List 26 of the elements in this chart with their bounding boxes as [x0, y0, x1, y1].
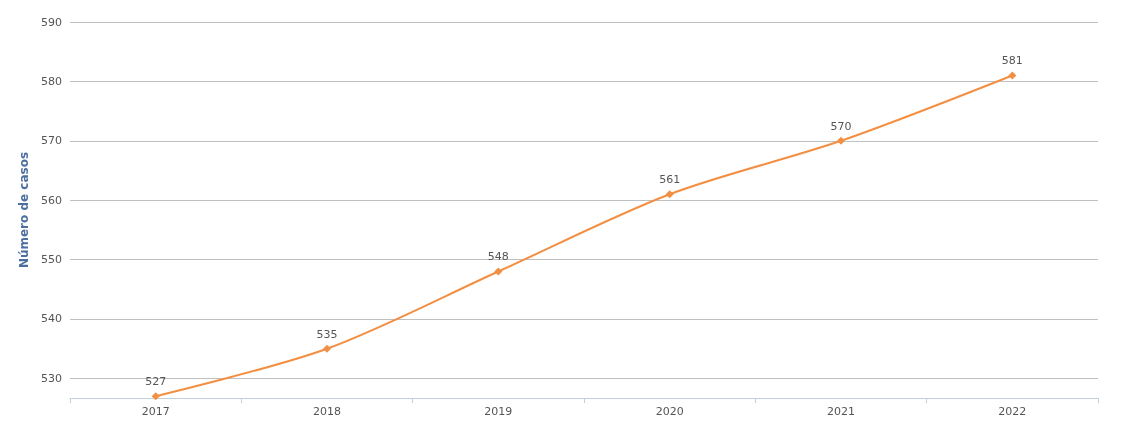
x-tick-label: 2020 [655, 405, 684, 418]
data-label: 581 [1001, 54, 1023, 68]
y-tick-label: 540 [41, 312, 62, 326]
x-tick-label: 2021 [827, 405, 855, 418]
y-tick-label: 550 [41, 253, 62, 267]
point [494, 267, 503, 276]
data-label: 535 [316, 327, 338, 341]
y-tick-label: 570 [41, 134, 62, 148]
data-label: 561 [659, 173, 681, 187]
data-label: 570 [830, 119, 852, 133]
x-tick-label: 2018 [313, 405, 341, 418]
point [665, 190, 674, 199]
point [1008, 71, 1017, 80]
y-tick-label: 530 [41, 371, 62, 385]
point [323, 344, 331, 353]
y-axis-title: Número de casos [17, 151, 31, 269]
data-label: 527 [145, 375, 167, 389]
x-tick-label: 2019 [484, 405, 513, 418]
y-tick-label: 590 [41, 15, 62, 29]
y-tick-label: 560 [41, 193, 62, 207]
point [151, 392, 160, 401]
data-label: 548 [487, 250, 509, 264]
y-tick-label: 580 [41, 74, 62, 88]
x-tick-label: 2017 [141, 405, 170, 418]
x-tick-label: 2022 [998, 405, 1027, 418]
point [837, 136, 845, 145]
